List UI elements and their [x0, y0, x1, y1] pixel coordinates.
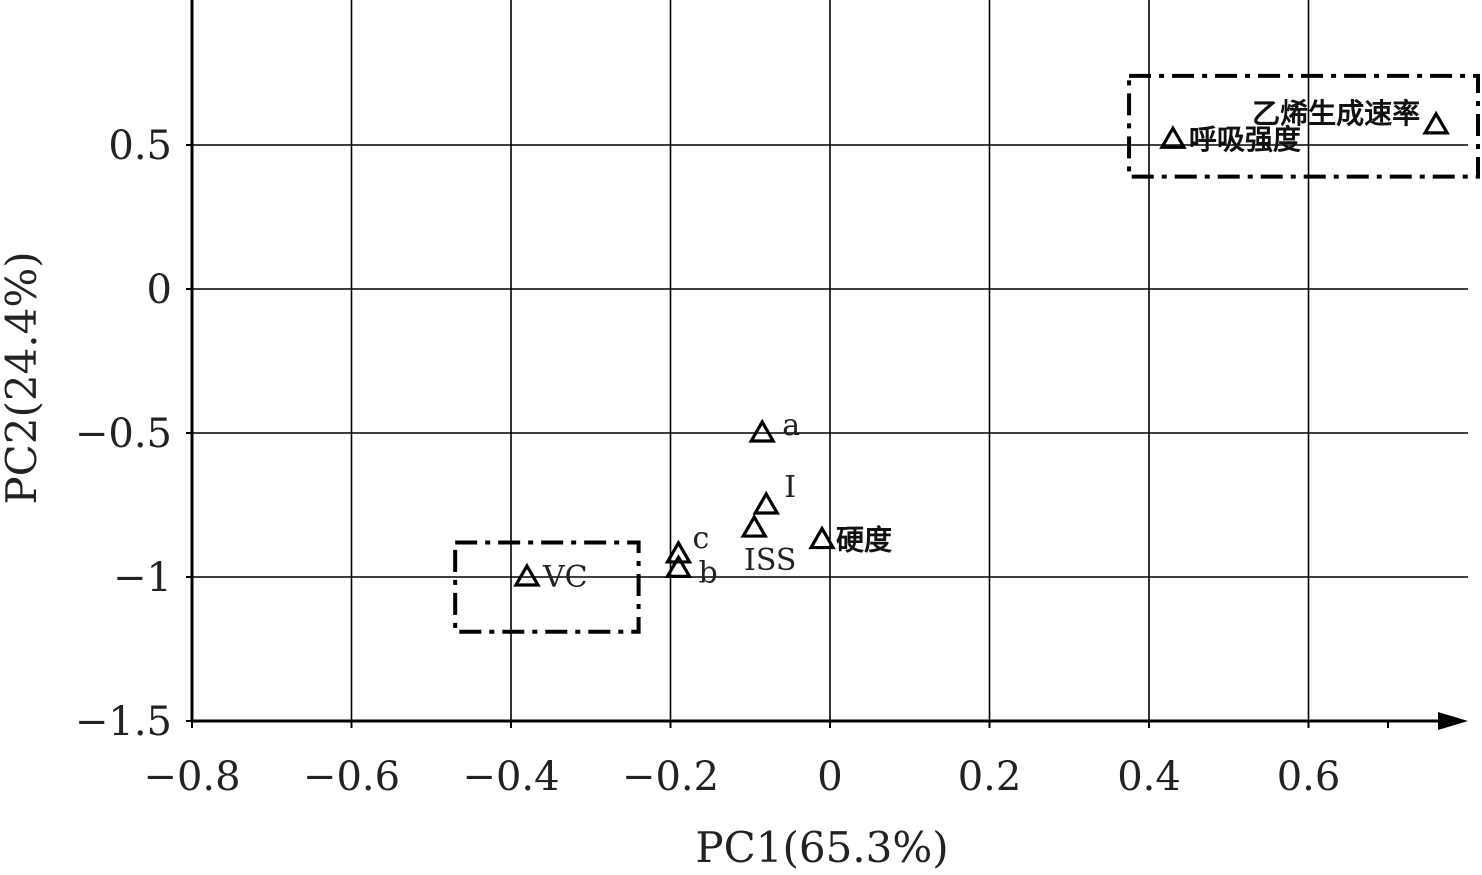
- data-point: 呼吸强度: [1159, 123, 1301, 156]
- triangle-marker: [1159, 125, 1187, 149]
- y-axis-title: PC2(24.4%): [0, 251, 46, 504]
- data-point: ISS: [740, 513, 796, 578]
- point-label: 乙烯生成速率: [1252, 97, 1420, 130]
- axes: [186, 0, 1468, 730]
- x-tick-label: 0.4: [1117, 754, 1181, 800]
- point-label: ISS: [744, 543, 796, 578]
- triangle-marker: [513, 562, 541, 587]
- x-tick-label: 0.6: [1277, 754, 1341, 800]
- data-point: 硬度: [808, 524, 892, 557]
- x-tick-label: 0: [817, 754, 842, 800]
- point-label: b: [698, 555, 717, 590]
- y-tick-label: −1: [113, 555, 172, 601]
- data-point: c: [664, 521, 709, 564]
- triangle-marker: [740, 513, 769, 538]
- data-point: I: [752, 470, 796, 515]
- x-tick-label: −0.4: [462, 754, 559, 800]
- cluster-box: [1127, 73, 1480, 179]
- y-tick-label: −0.5: [75, 411, 172, 457]
- triangle-marker: [1422, 110, 1450, 135]
- y-tick-label: 0.5: [108, 123, 172, 169]
- x-tick-labels: −0.8 −0.6 −0.4 −0.2 0 0.2 0.4 0.6: [143, 754, 1340, 800]
- triangle-marker: [664, 539, 693, 564]
- triangle-marker: [664, 554, 693, 578]
- cluster-boxes: [453, 73, 1480, 634]
- data-point: VC: [513, 560, 588, 595]
- data-point: a: [748, 408, 800, 443]
- x-tick-label: −0.2: [622, 754, 719, 800]
- data-point: b: [664, 554, 718, 590]
- x-tick-label: −0.8: [143, 754, 240, 800]
- grid-lines: [192, 0, 1468, 721]
- x-axis-title: PC1(65.3%): [695, 823, 948, 872]
- y-tick-label: 0: [147, 267, 172, 313]
- point-label: c: [692, 521, 709, 556]
- triangle-marker: [808, 525, 836, 550]
- point-label: 硬度: [836, 524, 892, 557]
- y-tick-labels: 0.5 0 −0.5 −1 −1.5: [75, 123, 172, 745]
- x-axis-arrowhead: [1438, 712, 1468, 730]
- x-tick-label: −0.6: [303, 754, 400, 800]
- x-tick-label: 0.2: [958, 754, 1022, 800]
- point-label: 呼吸强度: [1189, 123, 1301, 156]
- point-label: VC: [542, 560, 588, 595]
- data-point: 乙烯生成速率: [1252, 97, 1450, 135]
- triangle-marker: [752, 490, 780, 515]
- triangle-marker: [748, 418, 776, 443]
- cluster-box: [453, 540, 641, 634]
- point-label: I: [784, 470, 796, 505]
- y-tick-label: −1.5: [75, 699, 172, 745]
- point-label: a: [782, 408, 800, 443]
